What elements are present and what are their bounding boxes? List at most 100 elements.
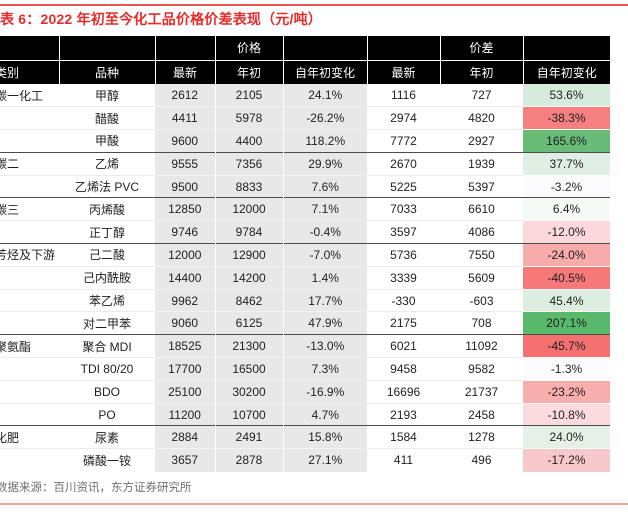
price-start-cell: 21300	[214, 334, 283, 358]
price-change-cell: 17.7%	[282, 288, 367, 312]
price-change-cell: -26.2%	[282, 106, 367, 130]
spread-start-cell: 1939	[440, 151, 523, 176]
price-start-cell: 6125	[214, 311, 283, 335]
price-latest-cell: 14400	[155, 265, 215, 290]
spread-change-cell: -45.7%	[523, 334, 610, 358]
price-latest-cell: 2612	[155, 84, 215, 107]
price-latest-cell: 9600	[155, 129, 215, 153]
price-latest-cell: 25100	[155, 379, 215, 404]
category-cell: 芳烃及下游	[0, 243, 59, 267]
price-start-cell: 8833	[214, 174, 283, 198]
spread-latest-cell: -330	[367, 288, 440, 312]
spread-latest-cell: 9458	[367, 357, 440, 381]
spread-latest-cell: 2175	[367, 311, 440, 335]
price-start-cell: 9784	[214, 220, 283, 244]
price-latest-cell: 9500	[155, 174, 215, 198]
spread-start-cell: 21737	[440, 379, 523, 404]
product-cell: TDI 80/20	[59, 357, 155, 381]
product-cell: 磷酸一铵	[59, 448, 155, 472]
price-start-cell: 5978	[214, 106, 283, 130]
price-latest-cell: 9962	[155, 288, 215, 312]
spread-latest-cell: 3339	[367, 265, 440, 290]
product-cell: 聚合 MDI	[59, 334, 155, 358]
spread-start-cell: 727	[471, 88, 492, 103]
price-start-cell: 14200	[214, 265, 283, 290]
spread-start-cell: 5397	[440, 174, 523, 198]
top-divider	[0, 4, 628, 6]
category-cell	[0, 265, 59, 290]
spread-latest-cell: 411	[367, 448, 440, 472]
product-cell: 苯乙烯	[59, 288, 155, 312]
spread-start-cell: 1278	[440, 425, 523, 449]
table-row: 对二甲苯 9060 6125 47.9% 2175 708 207.1%	[0, 311, 610, 335]
spread-change-cell: -10.8%	[523, 403, 610, 426]
spread-change-cell: -3.2%	[523, 175, 610, 198]
spread-start-cell: 4820	[440, 106, 523, 130]
category-cell	[0, 106, 59, 130]
spread-start-cell: 4086	[440, 220, 523, 244]
spread-start-cell: 5609	[440, 265, 523, 290]
price-latest-cell: 4411	[155, 106, 215, 130]
product-cell: 对二甲苯	[59, 311, 155, 335]
category-cell: 碳三	[0, 197, 59, 221]
table-row: 甲酸 9600 4400 118.2% 7772 2927 165.6%	[0, 129, 610, 153]
spread-change-cell: 45.4%	[523, 289, 610, 312]
price-latest-cell: 9555	[155, 151, 215, 176]
price-spread-table: 价格 价差 类别 品种 最新 年初 自年初变化 最新 年初 自年初变化 碳一化工…	[0, 36, 610, 472]
product-cell: 醋酸	[59, 106, 155, 130]
product-cell: 尿素	[59, 425, 155, 449]
table-title: 表 6：2022 年初至今化工品价格价差表现（元/吨）	[0, 11, 322, 27]
category-cell: 碳一化工	[0, 88, 44, 103]
product-cell: 乙烯法 PVC	[59, 174, 155, 198]
spread-change-cell: 6.4%	[523, 197, 610, 221]
data-source: 数据来源：百川资讯，东方证券研究所	[0, 482, 192, 494]
spread-start-cell: 2458	[440, 402, 523, 426]
spread-change-cell: 37.7%	[523, 151, 610, 176]
spread-latest-cell: 2670	[367, 151, 440, 176]
category-cell	[0, 174, 59, 198]
price-change-cell: 47.9%	[282, 311, 367, 335]
product-cell: 己内酰胺	[59, 265, 155, 290]
category-cell	[0, 357, 59, 381]
price-change-cell: 7.6%	[282, 174, 367, 198]
header-group-spread: 价差	[439, 36, 523, 61]
table-body: 碳一化工 甲醇 2612 2105 24.1% 1116 727 53.6% 醋…	[0, 84, 610, 472]
category-cell	[0, 379, 59, 404]
table-row: 化肥 尿素 2884 2491 15.8% 1584 1278 24.0%	[0, 425, 610, 449]
price-start-cell: 30200	[214, 379, 283, 404]
header-price-latest: 最新	[154, 60, 215, 84]
spread-latest-cell: 2974	[367, 106, 440, 130]
table-row: 聚氨酯 聚合 MDI 18525 21300 -13.0% 6021 11092…	[0, 334, 610, 358]
price-latest-cell: 12000	[155, 243, 215, 267]
price-start-cell: 7356	[214, 151, 283, 176]
price-change-cell: 7.3%	[282, 357, 367, 381]
spread-latest-cell: 16696	[367, 379, 440, 404]
spread-latest-cell: 5225	[367, 174, 440, 198]
category-cell	[0, 129, 59, 153]
spread-latest-cell: 1584	[367, 425, 440, 449]
table-row: 醋酸 4411 5978 -26.2% 2974 4820 -38.3%	[0, 106, 610, 130]
spread-latest-cell: 2193	[367, 402, 440, 426]
table-row: 碳三 丙烯酸 12850 12000 7.1% 7033 6610 6.4%	[0, 197, 610, 221]
price-start-cell: 2878	[214, 448, 283, 472]
spread-change-cell: -17.2%	[523, 448, 610, 472]
table-row: 苯乙烯 9962 8462 17.7% -330 -603 45.4%	[0, 288, 610, 312]
price-change-cell: -0.4%	[282, 220, 367, 244]
category-cell: 聚氨酯	[0, 334, 59, 358]
header-spread-change: 自年初变化	[522, 60, 610, 84]
price-start-cell: 12000	[214, 197, 283, 221]
spread-latest-cell: 3597	[367, 220, 440, 244]
product-cell: BDO	[59, 379, 155, 404]
header-price-start: 年初	[214, 60, 283, 84]
category-cell	[0, 402, 59, 426]
price-start-cell: 12900	[214, 243, 283, 267]
product-cell: 乙烯	[59, 151, 155, 176]
price-latest-cell: 2884	[155, 425, 215, 449]
spread-change-cell: -38.3%	[523, 106, 610, 130]
header-blank	[366, 36, 440, 61]
price-start-cell: 16500	[214, 357, 283, 381]
header-group-price: 价格	[214, 36, 283, 61]
price-start-cell: 2491	[214, 425, 283, 449]
product-cell: 丙烯酸	[59, 197, 155, 221]
price-change-cell: 29.9%	[282, 151, 367, 176]
